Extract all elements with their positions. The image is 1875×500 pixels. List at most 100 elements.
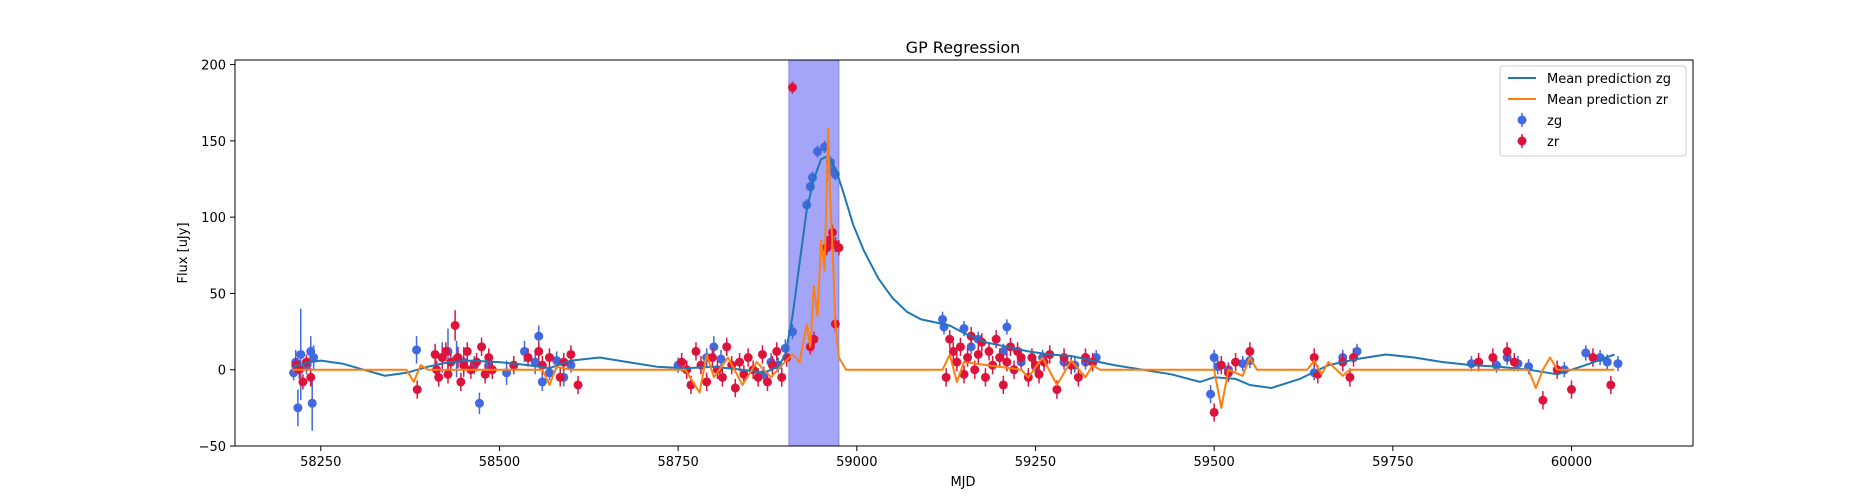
data-point (966, 342, 976, 352)
series-line (291, 155, 1615, 389)
data-point (1538, 395, 1548, 405)
data-point (509, 360, 519, 370)
data-point (296, 349, 306, 359)
data-point (812, 147, 822, 157)
y-axis-label: Flux [uJy] (176, 222, 191, 283)
data-point (434, 372, 444, 382)
data-point (1613, 359, 1623, 369)
data-point (772, 346, 782, 356)
data-point (707, 353, 717, 363)
data-point (477, 342, 487, 352)
data-point (555, 372, 565, 382)
x-tick-label: 58750 (657, 455, 698, 470)
data-point (691, 346, 701, 356)
data-point (534, 346, 544, 356)
data-point (1567, 385, 1576, 395)
x-tick-label: 59250 (1015, 455, 1056, 470)
data-point (534, 331, 544, 341)
axes-frame (234, 59, 1694, 447)
series-line (292, 127, 1615, 409)
data-point (462, 346, 472, 356)
data-point (938, 314, 948, 324)
legend-label-zr-line: Mean prediction zr (1547, 93, 1669, 108)
data-point (998, 380, 1008, 390)
data-point (1002, 322, 1012, 332)
data-point (1209, 407, 1219, 417)
data-point (722, 342, 732, 352)
data-point (757, 349, 767, 359)
data-point (970, 365, 980, 375)
data-point (1474, 357, 1484, 367)
data-point (1488, 353, 1498, 363)
data-point (777, 372, 787, 382)
data-point (566, 349, 576, 359)
data-point (552, 356, 562, 366)
data-point (717, 372, 727, 382)
data-point (984, 346, 994, 356)
data-point (293, 403, 303, 413)
data-point (1602, 357, 1612, 367)
x-tick-label: 59500 (1193, 455, 1234, 470)
data-point (955, 342, 965, 352)
legend-label-zr-points: zr (1547, 135, 1560, 150)
plot-area (289, 60, 1623, 446)
y-tick-label: 50 (209, 287, 226, 302)
data-point (980, 372, 990, 382)
data-point (1502, 346, 1512, 356)
data-point (1073, 372, 1083, 382)
y-tick-label: 100 (201, 211, 226, 226)
data-point (959, 369, 969, 379)
data-point (412, 345, 422, 355)
data-point (566, 360, 576, 370)
y-tick-label: 0 (218, 364, 226, 379)
data-point (453, 353, 463, 363)
data-point (306, 372, 316, 382)
data-point (530, 357, 540, 367)
data-point (716, 354, 726, 364)
x-tick-label: 60000 (1551, 455, 1592, 470)
data-point (735, 357, 745, 367)
data-point (1209, 353, 1219, 363)
data-point (1245, 346, 1255, 356)
data-point (1238, 359, 1248, 369)
data-point (298, 377, 308, 387)
data-point (1052, 385, 1062, 395)
data-point (991, 334, 1001, 344)
data-point (941, 372, 951, 382)
data-point (1206, 389, 1216, 399)
data-point (480, 369, 490, 379)
data-point (1034, 369, 1044, 379)
data-point (945, 334, 955, 344)
data-point (1345, 372, 1355, 382)
series-zr-points (291, 81, 1616, 422)
highlight-region (788, 60, 840, 446)
data-point (743, 353, 753, 363)
data-point (450, 320, 460, 330)
data-point (948, 346, 958, 356)
y-tick-label: 200 (201, 59, 226, 74)
data-point (573, 380, 583, 390)
data-point (762, 377, 772, 387)
x-tick-label: 58500 (479, 455, 520, 470)
legend-swatch-zg-points (1517, 113, 1527, 127)
plot-content (289, 60, 1623, 446)
x-tick-label: 58250 (300, 455, 341, 470)
data-point (753, 372, 763, 382)
legend-swatch-zr-points (1517, 134, 1527, 148)
data-point (412, 385, 422, 395)
data-point (1002, 357, 1012, 367)
data-point (1231, 357, 1241, 367)
legend-label-zg-line: Mean prediction zg (1547, 72, 1671, 87)
data-point (1581, 348, 1591, 358)
legend: Mean prediction zg Mean prediction zr zg… (1499, 65, 1687, 157)
x-tick-label: 59750 (1372, 455, 1413, 470)
data-point (1606, 380, 1616, 390)
data-point (430, 349, 440, 359)
data-point (1216, 360, 1226, 370)
data-point (973, 349, 983, 359)
data-point (309, 353, 319, 363)
y-tick-label: 150 (201, 135, 226, 150)
data-point (456, 377, 466, 387)
data-point (709, 342, 719, 352)
data-point (1588, 353, 1598, 363)
